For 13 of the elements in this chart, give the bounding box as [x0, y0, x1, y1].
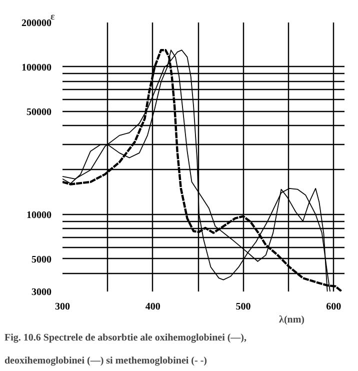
chart-title: Fig. 10.6 Spectrele de absorbtie ale oxihemoglobinei (—), deoxihemoglobinei (—) si methemoglobinei (- -) [4, 332, 247, 366]
x-tick-label: 500 [236, 302, 251, 312]
y-tick-label: 100000 [22, 62, 52, 74]
x-tick-label: 400 [145, 302, 160, 312]
y-tick-label: 200000 [22, 18, 52, 29]
y-tick-label: 50000 [26, 106, 52, 118]
y-axis-title: ε [50, 12, 56, 22]
x-axis-title: λ(nm) [279, 314, 305, 326]
y-tick-label: 5000 [32, 254, 52, 266]
x-tick-label: 600 [326, 302, 342, 312]
x-tick-label: 300 [55, 302, 70, 312]
y-tick-label: 10000 [26, 210, 52, 221]
y-tick-label: 3000 [32, 287, 52, 298]
